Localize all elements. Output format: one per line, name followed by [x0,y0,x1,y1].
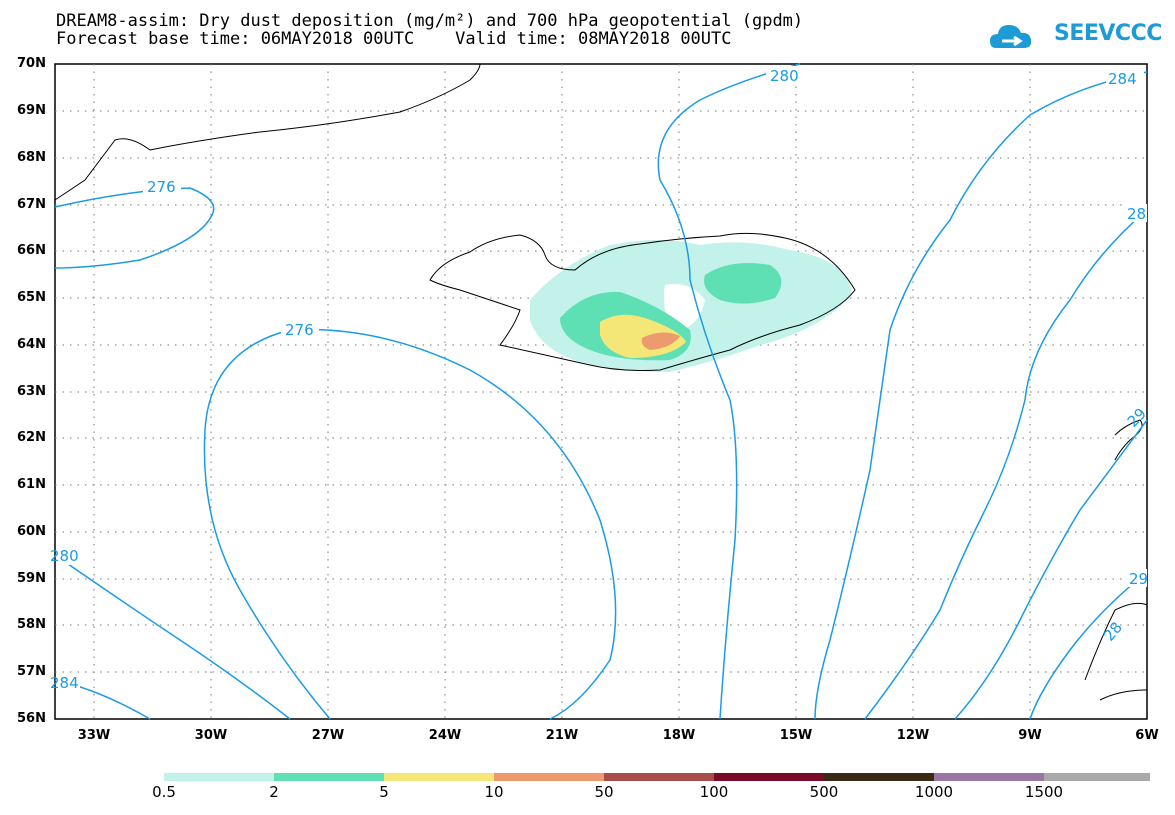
colorbar-label-1000: 1000 [914,783,954,801]
contour-284-east [814,71,1148,720]
dust-level-10 [641,332,680,350]
contour-276-center [203,328,617,720]
lon-label-24w: 24W [428,728,462,743]
lat-label-68n: 68N [17,150,46,165]
scotland-coast [1084,602,1148,701]
map-title: DREAM8-assim: Dry dust deposition (mg/m²… [56,11,804,31]
colorbar-swatch-6 [824,773,934,781]
colorbar-swatch-2 [384,773,494,781]
contour-288 [864,209,1148,720]
lon-label-12w: 12W [896,728,930,743]
lon-label-9w: 9W [1018,728,1042,743]
lon-label-15w: 15W [779,728,813,743]
contour-label-284-east: 284 [1108,70,1137,88]
lon-label-33w: 33W [77,728,111,743]
contour-label-292: 29 [1129,570,1148,588]
greenland-coast [54,63,481,201]
contour-label-280-west: 280 [50,547,79,565]
contour-280-west [54,554,291,720]
colorbar-swatch-0 [164,773,274,781]
lon-label-21w: 21W [545,728,579,743]
lon-label-6w: 6W [1135,728,1159,743]
lat-label-61n: 61N [17,477,46,492]
colorbar-swatch-5 [714,773,824,781]
colorbar-swatch-8 [1044,773,1150,781]
contour-label-276-center: 276 [285,321,314,339]
contour-label-276-west: 276 [147,178,176,196]
geopotential-contours [54,63,1148,720]
contour-292 [954,419,1148,720]
contour-label-288: 28 [1127,205,1146,223]
colorbar-label-50: 50 [594,783,614,801]
lat-label-58n: 58N [17,617,46,632]
lon-label-27w: 27W [311,728,345,743]
lat-label-60n: 60N [17,524,46,539]
colorbar-label-100: 100 [699,783,729,801]
contour-280-center [657,63,801,720]
forecast-times: Forecast base time: 06MAY2018 00UTC Vali… [56,29,732,49]
lat-label-64n: 64N [17,337,46,352]
dust-level-2-east [704,262,782,304]
iceland-coast [429,232,856,371]
lat-label-57n: 57N [17,664,46,679]
cloud-logo-icon [990,25,1032,48]
colorbar-label-0.5: 0.5 [152,783,176,801]
colorbar-label-10: 10 [484,783,504,801]
lat-label-56n: 56N [17,711,46,726]
colorbar-swatch-7 [934,773,1044,781]
lat-label-62n: 62N [17,430,46,445]
lon-label-30w: 30W [194,728,228,743]
lat-label-69n: 69N [17,103,46,118]
lat-label-65n: 65N [17,290,46,305]
colorbar-swatch-3 [494,773,604,781]
dust-deposition-field [530,240,852,372]
lat-label-63n: 63N [17,384,46,399]
lat-label-59n: 59N [17,571,46,586]
colorbar-label-5: 5 [379,783,389,801]
colorbar-label-500: 500 [809,783,839,801]
colorbar-swatch-1 [274,773,384,781]
lat-label-67n: 67N [17,197,46,212]
colorbar [164,773,1150,781]
coastlines [54,63,1148,701]
colorbar-swatch-4 [604,773,714,781]
contour-label-280-north: 280 [770,67,799,85]
lon-label-18w: 18W [662,728,696,743]
lat-label-66n: 66N [17,243,46,258]
contour-label-284-southwest: 284 [50,674,79,692]
map-frame [54,63,1148,720]
contour-276-west [54,187,215,269]
contour-296 [1029,571,1148,720]
colorbar-label-2: 2 [269,783,279,801]
colorbar-label-1500: 1500 [1024,783,1064,801]
lat-label-70n: 70N [17,56,46,71]
dust-level-5 [600,314,686,358]
logo-text: SEEVCCC [1054,21,1162,46]
